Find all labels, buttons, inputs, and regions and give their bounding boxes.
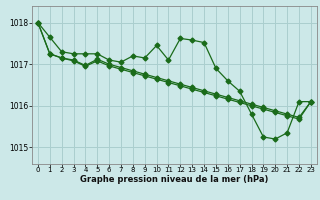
X-axis label: Graphe pression niveau de la mer (hPa): Graphe pression niveau de la mer (hPa) bbox=[80, 175, 268, 184]
